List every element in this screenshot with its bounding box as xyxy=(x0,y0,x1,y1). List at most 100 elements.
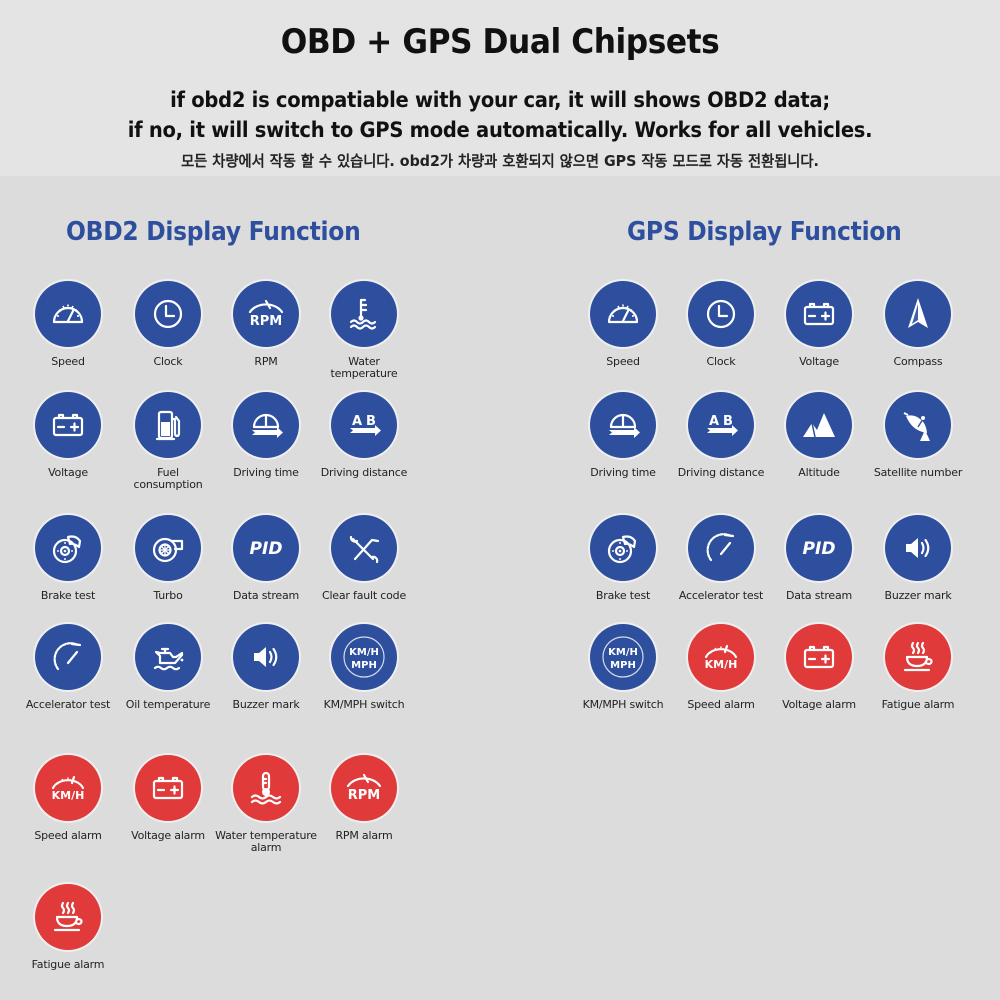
function-label: Voltage alarm xyxy=(131,829,205,842)
gps-tile-satellite-number: Satellite number xyxy=(863,392,973,479)
svg-text:RPM: RPM xyxy=(348,788,380,803)
battery-alarm-icon xyxy=(786,624,852,690)
gps-tile-driving-time: Driving time xyxy=(568,392,678,479)
accelerator-gauge-icon xyxy=(688,515,754,581)
obd2-tile-water-temperature-alarm: Water temperature alarm xyxy=(211,755,321,854)
obd2-tile-km-mph-switch: KM/H MPH KM/MPH switch xyxy=(309,624,419,711)
gps-tile-voltage-alarm: Voltage alarm xyxy=(764,624,874,711)
gps-tile-compass: Compass xyxy=(863,281,973,368)
obd2-tile-speed-alarm: KM/H Speed alarm xyxy=(13,755,123,842)
obd2-tile-voltage-alarm: Voltage alarm xyxy=(113,755,223,842)
obd2-tile-turbo: Turbo xyxy=(113,515,223,602)
obd2-tile-rpm-alarm: RPM RPM alarm xyxy=(309,755,419,842)
obd2-tile-driving-distance: A B Driving distance xyxy=(309,392,419,479)
brake-disc-icon xyxy=(590,515,656,581)
gps-tile-km-mph-switch: KM/H MPH KM/MPH switch xyxy=(568,624,678,711)
obd2-tile-driving-time: Driving time xyxy=(211,392,321,479)
svg-text:KM/H: KM/H xyxy=(349,647,379,658)
function-label: Buzzer mark xyxy=(884,589,952,602)
gps-tile-clock: Clock xyxy=(666,281,776,368)
accelerator-gauge-icon xyxy=(35,624,101,690)
function-label: Speed alarm xyxy=(34,829,102,842)
function-label: Clear fault code xyxy=(321,589,407,602)
compass-arrow-icon xyxy=(885,281,951,347)
subtitle-line-2: if no, it will switch to GPS mode automa… xyxy=(127,118,873,142)
svg-text:MPH: MPH xyxy=(610,660,636,671)
svg-text:A: A xyxy=(352,414,362,429)
function-label: RPM alarm xyxy=(335,829,393,842)
function-label: Voltage xyxy=(48,466,88,479)
kmh-mph-icon: KM/H MPH xyxy=(590,624,656,690)
function-label: Voltage xyxy=(799,355,839,368)
water-temperature-icon xyxy=(331,281,397,347)
function-label: RPM xyxy=(254,355,278,368)
speed-alarm-icon: KM/H xyxy=(688,624,754,690)
water-temperature-alarm-icon xyxy=(233,755,299,821)
speed-alarm-icon: KM/H xyxy=(35,755,101,821)
function-label: Speed xyxy=(606,355,640,368)
satellite-dish-icon xyxy=(885,392,951,458)
function-label: Data stream xyxy=(785,589,853,602)
function-label: Fatigue alarm xyxy=(31,958,105,971)
function-label: Driving time xyxy=(590,466,656,479)
subtitle-line-1: if obd2 is compatiable with your car, it… xyxy=(170,88,830,112)
obd2-tile-fatigue-alarm: Fatigue alarm xyxy=(13,884,123,971)
function-label: Fatigue alarm xyxy=(881,698,955,711)
coffee-cup-icon xyxy=(885,624,951,690)
svg-text:KM/H: KM/H xyxy=(608,647,638,658)
svg-text:A: A xyxy=(709,414,719,429)
battery-icon xyxy=(35,392,101,458)
speaker-icon xyxy=(233,624,299,690)
function-label: Driving distance xyxy=(677,466,765,479)
subtitle-korean: 모든 차량에서 작동 할 수 있습니다. obd2가 차량과 호환되지 않으면 … xyxy=(181,152,819,170)
obd2-section-title: OBD2 Display Function xyxy=(66,217,361,247)
gps-tile-fatigue-alarm: Fatigue alarm xyxy=(863,624,973,711)
function-label: Clock xyxy=(706,355,736,368)
svg-text:B: B xyxy=(723,414,733,429)
function-label: Turbo xyxy=(153,589,183,602)
function-label: KM/MPH switch xyxy=(582,698,664,711)
gps-tile-buzzer-mark: Buzzer mark xyxy=(863,515,973,602)
function-label: Buzzer mark xyxy=(232,698,300,711)
function-label: Clock xyxy=(153,355,183,368)
fuel-pump-icon xyxy=(135,392,201,458)
gps-tile-accelerator-test: Accelerator test xyxy=(666,515,776,602)
function-label: KM/MPH switch xyxy=(323,698,405,711)
wrench-tools-icon xyxy=(331,515,397,581)
obd2-tile-voltage: Voltage xyxy=(13,392,123,479)
svg-text:MPH: MPH xyxy=(351,660,377,671)
driving-time-icon xyxy=(590,392,656,458)
obd2-tile-accelerator-test: Accelerator test xyxy=(13,624,123,711)
brake-disc-icon xyxy=(35,515,101,581)
header-band xyxy=(0,0,1000,176)
gps-tile-altitude: Altitude xyxy=(764,392,874,479)
gps-section-title: GPS Display Function xyxy=(627,217,902,247)
obd2-tile-water-temperature: Water temperature xyxy=(309,281,419,380)
page-title: OBD + GPS Dual Chipsets xyxy=(280,22,720,62)
coffee-cup-icon xyxy=(35,884,101,950)
function-label: Oil temperature xyxy=(125,698,211,711)
rpm-gauge-icon: RPM xyxy=(233,281,299,347)
gps-tile-brake-test: Brake test xyxy=(568,515,678,602)
speedometer-icon xyxy=(590,281,656,347)
function-label: Driving time xyxy=(233,466,299,479)
kmh-mph-icon: KM/H MPH xyxy=(331,624,397,690)
pid-icon: PID xyxy=(233,515,299,581)
gps-tile-driving-distance: A B Driving distance xyxy=(666,392,776,479)
function-label: Voltage alarm xyxy=(782,698,856,711)
function-label: Speed xyxy=(51,355,85,368)
function-label: Accelerator test xyxy=(25,698,111,711)
function-label: Brake test xyxy=(40,589,96,602)
driving-time-icon xyxy=(233,392,299,458)
clock-icon xyxy=(688,281,754,347)
function-label: Driving distance xyxy=(320,466,408,479)
function-label: Accelerator test xyxy=(678,589,764,602)
function-label: Water temperature xyxy=(330,355,398,380)
gps-tile-data-stream: PID Data stream xyxy=(764,515,874,602)
function-label: Compass xyxy=(893,355,943,368)
function-label: Water temperature alarm xyxy=(215,829,317,854)
gps-tile-voltage: Voltage xyxy=(764,281,874,368)
obd2-tile-clear-fault-code: Clear fault code xyxy=(309,515,419,602)
function-label: Data stream xyxy=(232,589,300,602)
